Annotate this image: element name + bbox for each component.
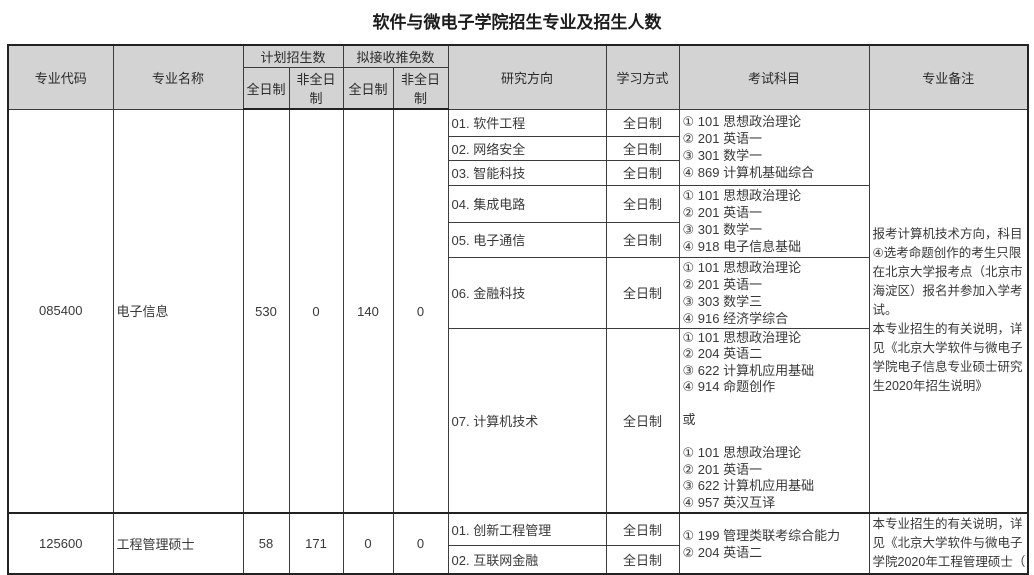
header-exam-subjects: 考试科目 [678,44,870,110]
table-row: 07. 计算机技术 全日制 ① 101 思想政治理论 ② 204 英语二 ③ 6… [8,327,1028,514]
exam-subjects-cell: ① 101 思想政治理论 ② 201 英语一 ③ 301 数学一 ④ 918 电… [678,184,870,258]
planned-part-time-cell: 0 [288,108,344,514]
major-name-cell: 电子信息 [112,108,244,514]
study-mode-cell: 全日制 [605,221,680,258]
major-name-cell: 工程管理硕士 [112,512,244,575]
header-recommended-full-time: 全日制 [342,67,394,110]
direction-cell: 05. 电子通信 [447,221,607,258]
header-recommended-exemption: 拟接收推免数 [342,44,449,68]
exam-subjects-cell: ① 199 管理类联考综合能力 ② 204 英语二 [678,512,870,575]
direction-cell: 07. 计算机技术 [447,327,607,514]
exam-subjects-cell: ① 101 思想政治理论 ② 201 英语一 ③ 303 数学三 ④ 916 经… [678,256,870,329]
table-row: 125600 工程管理硕士 58 171 0 0 01. 创新工程管理 全日制 … [7,512,1029,575]
major-code-cell: 125600 [7,512,114,575]
direction-cell: 02. 互联网金融 [447,545,607,575]
header-major-name: 专业名称 [112,44,244,110]
planned-full-time-cell: 530 [242,108,290,514]
header-planned-part-time: 非全日制 [288,67,344,110]
direction-cell: 01. 创新工程管理 [447,512,607,547]
recommended-full-time-cell: 0 [342,512,394,575]
page-title: 软件与微电子学院招生专业及招生人数 [372,13,662,32]
recommended-part-time-cell: 0 [392,108,449,514]
study-mode-cell: 全日制 [605,135,680,161]
header-research-direction: 研究方向 [447,44,607,110]
header-recommended-part-time: 非全日制 [392,67,449,110]
table-row: 02. 网络安全 全日制 [8,135,1028,161]
header-planned-full-time: 全日制 [242,67,290,110]
exam-subjects-cell: ① 101 思想政治理论 ② 204 英语二 ③ 622 计算机应用基础 ④ 9… [678,327,870,514]
remarks-text: 本专业招生的有关说明，详见《北京大学软件与微电子学院2020年工程管理硕士（ [872,517,1026,569]
study-mode-cell: 全日制 [605,159,680,186]
direction-cell: 01. 软件工程 [447,108,607,137]
study-mode-cell: 全日制 [605,545,680,575]
direction-cell: 03. 智能科技 [447,159,607,186]
header-study-mode: 学习方式 [605,44,680,110]
direction-cell: 06. 金融科技 [447,256,607,329]
table-row: 085400 电子信息 530 0 140 0 01. 软件工程 全日制 ① 1… [7,108,1029,514]
header-major-remarks: 专业备注 [868,44,1029,110]
direction-cell: 04. 集成电路 [447,184,607,223]
recommended-full-time-cell: 140 [342,108,394,514]
study-mode-cell: 全日制 [605,256,680,329]
remarks-cell: 本专业招生的有关说明，详见《北京大学软件与微电子学院2020年工程管理硕士（ [868,512,1029,575]
study-mode-cell: 全日制 [605,512,680,547]
table-row: 06. 金融科技 全日制 ① 101 思想政治理论 ② 201 英语一 ③ 30… [8,256,1028,329]
table-row: 04. 集成电路 全日制 ① 101 思想政治理论 ② 201 英语一 ③ 30… [8,184,1028,258]
planned-part-time-cell: 171 [288,512,344,575]
table-row: 05. 电子通信 全日制 [8,221,1028,258]
study-mode-cell: 全日制 [605,108,680,137]
exam-subjects-cell: ① 101 思想政治理论 ② 201 英语一 ③ 301 数学一 ④ 869 计… [678,108,870,186]
remarks-text: 报考计算机技术方向，科目④选考命题创作的考生只限在北京大学报考点（北京市海淀区）… [872,227,1023,394]
planned-full-time-cell: 58 [242,512,290,575]
recommended-part-time-cell: 0 [392,512,449,575]
study-mode-cell: 全日制 [605,184,680,223]
remarks-cell: 报考计算机技术方向，科目④选考命题创作的考生只限在北京大学报考点（北京市海淀区）… [868,108,1029,514]
header-planned-enrollment: 计划招生数 [242,44,344,68]
header-major-code: 专业代码 [7,44,114,110]
admissions-table: 专业代码 专业名称 计划招生数 拟接收推免数 研究方向 学习方式 考试科目 专业… [7,44,1030,575]
major-code-cell: 085400 [7,108,114,514]
direction-cell: 02. 网络安全 [447,135,607,161]
table-header: 专业代码 专业名称 计划招生数 拟接收推免数 研究方向 学习方式 考试科目 专业… [7,44,1029,110]
study-mode-cell: 全日制 [605,327,680,514]
